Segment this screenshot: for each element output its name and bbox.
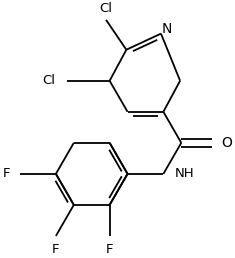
Text: F: F [2, 167, 10, 180]
Text: F: F [106, 243, 113, 256]
Text: Cl: Cl [42, 74, 55, 87]
Text: O: O [222, 136, 232, 150]
Text: F: F [52, 243, 60, 256]
Text: N: N [162, 22, 172, 36]
Text: NH: NH [175, 167, 194, 180]
Text: Cl: Cl [100, 2, 113, 15]
